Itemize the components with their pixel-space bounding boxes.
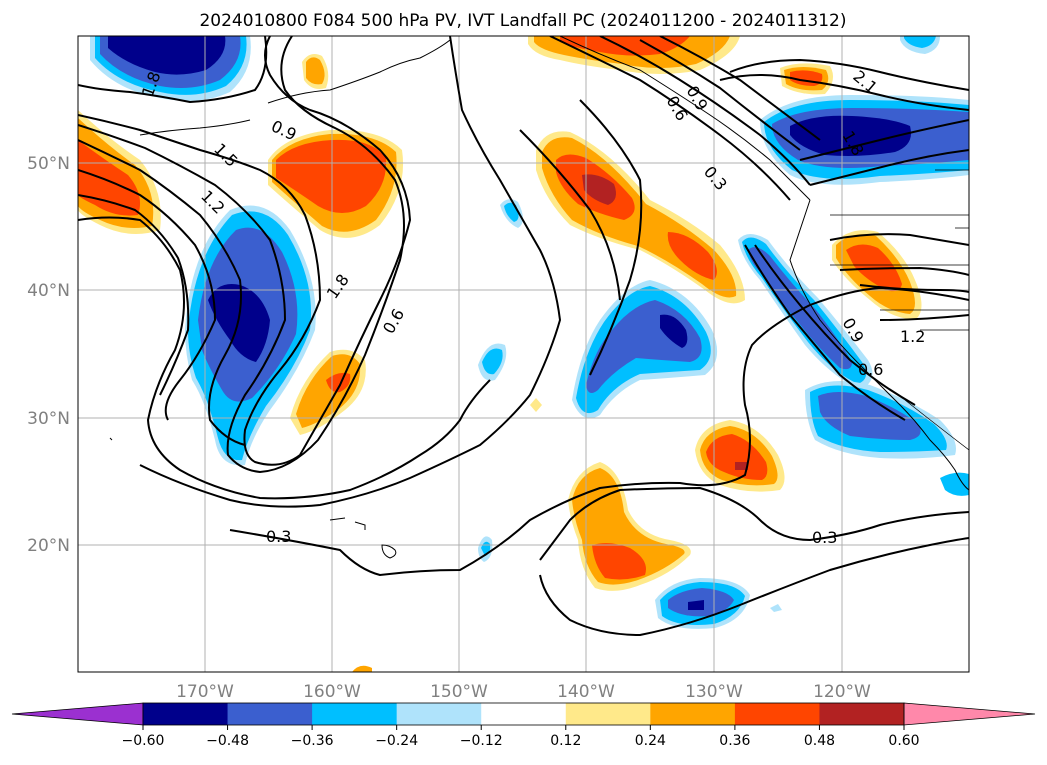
map-layers: 1.8 1.5 1.2 0.9 1.8 0.6 0.3 0.3 0.3 0.6 … — [78, 36, 969, 672]
positive-anomaly-128w-27n — [695, 420, 785, 492]
lon-label: 150°W — [430, 682, 488, 702]
colorbar-extend-max — [903, 702, 1036, 726]
colorbar-segment — [819, 703, 905, 725]
negative-anomaly-130w-16n — [655, 578, 750, 629]
colorbar-tick-label: −0.48 — [206, 733, 249, 749]
lat-label: 40°N — [27, 281, 70, 301]
positive-anomaly-dateline-50n — [78, 110, 161, 234]
lat-label: 30°N — [27, 409, 70, 429]
colorbar-extend-min — [11, 702, 144, 726]
contour-label: 0.3 — [812, 528, 837, 547]
colorbar-segment — [481, 703, 567, 725]
lat-label: 50°N — [27, 154, 70, 174]
colorbar-segment — [396, 703, 482, 725]
colorbar-tick-label: −0.12 — [460, 733, 503, 749]
colorbar: −0.60 −0.48 −0.36 −0.24 −0.12 0.12 0.24 0.36 0.4… — [11, 702, 1036, 749]
negative-anomaly-135w-38n — [572, 280, 718, 419]
colorbar-segment — [565, 703, 651, 725]
contour-label: 1.2 — [900, 327, 925, 346]
colorbar-tick-label: −0.24 — [375, 733, 418, 749]
pv-contours — [78, 36, 969, 637]
figure-title: 2024010800 F084 500 hPa PV, IVT Landfall… — [199, 11, 846, 31]
colorbar-segment — [227, 703, 313, 725]
contour-label: 0.6 — [858, 360, 883, 379]
lon-label: 170°W — [176, 682, 234, 702]
map-frame — [77, 35, 970, 673]
negative-anomaly-north-central-pacific — [90, 36, 251, 101]
coastlines — [109, 36, 969, 559]
lon-label: 120°W — [813, 682, 871, 702]
latitude-labels: 50°N 40°N 30°N 20°N — [27, 154, 70, 556]
contour-label: 0.3 — [266, 527, 291, 546]
colorbar-tick-label: −0.60 — [122, 733, 165, 749]
longitude-labels: 170°W 160°W 150°W 140°W 130°W 120°W — [176, 682, 871, 702]
colorbar-tick-label: 0.48 — [804, 733, 835, 749]
colorbar-tick-label: −0.36 — [291, 733, 334, 749]
colorbar-segment — [143, 703, 229, 725]
colorbar-tick-label: 0.60 — [888, 733, 919, 749]
colorbar-segment — [734, 703, 820, 725]
lat-label: 20°N — [27, 536, 70, 556]
map-gridlines — [78, 36, 969, 672]
lon-label: 160°W — [303, 682, 361, 702]
lon-label: 130°W — [685, 682, 743, 702]
lon-label: 140°W — [557, 682, 615, 702]
colorbar-tick-label: 0.12 — [550, 733, 581, 749]
colorbar-frame — [142, 702, 905, 726]
colorbar-tick-label: 0.24 — [635, 733, 666, 749]
colorbar-segment — [650, 703, 736, 725]
colorbar-segment — [312, 703, 398, 725]
colorbar-tick-label: 0.36 — [719, 733, 750, 749]
